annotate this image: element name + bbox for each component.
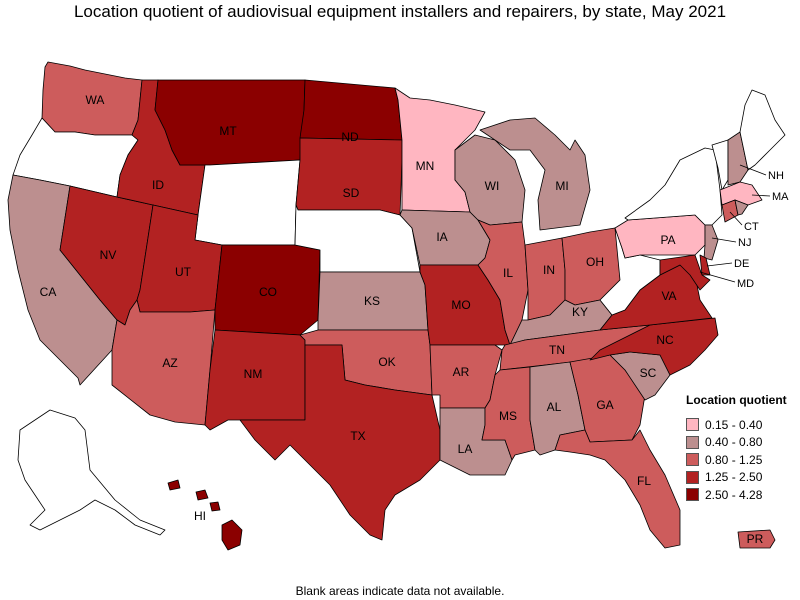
label-MN: MN <box>416 159 435 173</box>
state-SD[interactable] <box>295 137 403 216</box>
label-TX: TX <box>350 429 365 443</box>
legend: Location quotient 0.15 - 0.40 0.40 - 0.8… <box>686 393 796 504</box>
legend-title: Location quotient <box>686 393 787 407</box>
label-ND: ND <box>341 130 359 144</box>
label-WI: WI <box>485 179 500 193</box>
label-CO: CO <box>259 285 277 299</box>
label-IA: IA <box>436 230 447 244</box>
state-AK[interactable] <box>17 409 166 536</box>
label-SD: SD <box>343 186 360 200</box>
leader-CT <box>729 211 743 226</box>
state-HI[interactable] <box>167 479 243 551</box>
legend-swatch-3 <box>686 453 699 467</box>
label-OH: OH <box>586 255 604 269</box>
label-MT: MT <box>219 124 237 138</box>
label-AZ: AZ <box>162 356 177 370</box>
leader-MD <box>699 271 736 283</box>
state-MI[interactable] <box>479 117 591 231</box>
territory-PR[interactable] <box>737 529 776 549</box>
state-MD[interactable] <box>659 254 711 291</box>
label-PA: PA <box>660 233 675 247</box>
label-WA: WA <box>86 93 105 107</box>
state-WY[interactable] <box>194 159 301 246</box>
state-VT[interactable] <box>711 139 729 191</box>
legend-swatch-4 <box>686 470 699 484</box>
state-TX[interactable] <box>239 344 441 541</box>
label-DE: DE <box>734 258 749 270</box>
label-PR: PR <box>747 532 764 546</box>
legend-item-5: 2.50 - 4.28 <box>686 486 796 504</box>
state-MA[interactable] <box>719 181 763 206</box>
legend-swatch-5 <box>686 488 699 502</box>
label-NM: NM <box>244 367 263 381</box>
label-CA: CA <box>40 285 57 299</box>
leader-DE <box>706 262 733 267</box>
legend-label-1: 0.15 - 0.40 <box>705 417 763 432</box>
label-UT: UT <box>175 265 192 279</box>
label-KY: KY <box>572 305 588 319</box>
legend-label-5: 2.50 - 4.28 <box>705 487 763 502</box>
state-IL[interactable] <box>477 219 529 346</box>
label-IN: IN <box>543 263 555 277</box>
label-MO: MO <box>451 298 470 312</box>
label-SC: SC <box>640 366 657 380</box>
legend-label-3: 0.80 - 1.25 <box>705 452 763 467</box>
legend-item-3: 0.80 - 1.25 <box>686 451 796 469</box>
label-MD: MD <box>737 278 754 290</box>
label-KS: KS <box>364 294 380 308</box>
legend-swatch-1 <box>686 418 699 432</box>
leader-MA <box>751 194 771 197</box>
label-FL: FL <box>637 474 651 488</box>
legend-swatch-2 <box>686 435 699 449</box>
label-VA: VA <box>661 289 676 303</box>
leader-NJ <box>711 237 737 243</box>
legend-label-2: 0.40 - 0.80 <box>705 435 763 450</box>
label-MI: MI <box>555 179 568 193</box>
label-ID: ID <box>152 178 164 192</box>
state-FL[interactable] <box>554 429 681 549</box>
state-AZ[interactable] <box>111 299 216 426</box>
legend-item-2: 0.40 - 0.80 <box>686 434 796 452</box>
label-NH: NH <box>768 170 784 182</box>
state-ME[interactable] <box>739 89 786 171</box>
label-LA: LA <box>458 442 473 456</box>
label-OK: OK <box>378 355 395 369</box>
label-AR: AR <box>453 365 470 379</box>
legend-label-4: 1.25 - 2.50 <box>705 470 763 485</box>
label-NC: NC <box>656 333 674 347</box>
label-AL: AL <box>547 400 562 414</box>
state-NY[interactable] <box>624 147 723 226</box>
label-HI: HI <box>194 509 206 523</box>
label-NV: NV <box>100 248 117 262</box>
state-RI[interactable] <box>734 199 749 216</box>
state-MT[interactable] <box>154 79 306 166</box>
state-NJ[interactable] <box>703 224 719 261</box>
leader-NH <box>739 164 767 176</box>
label-CT: CT <box>744 221 759 233</box>
legend-item-4: 1.25 - 2.50 <box>686 469 796 487</box>
label-MS: MS <box>499 409 517 423</box>
label-NJ: NJ <box>738 237 751 249</box>
footnote: Blank areas indicate data not available. <box>295 584 505 598</box>
label-GA: GA <box>596 398 613 412</box>
label-TN: TN <box>549 343 565 357</box>
map-title: Location quotient of audiovisual equipme… <box>73 2 727 21</box>
state-NE[interactable] <box>294 204 421 273</box>
label-IL: IL <box>503 266 513 280</box>
label-MA: MA <box>772 191 789 203</box>
legend-item-1: 0.15 - 0.40 <box>686 416 796 434</box>
